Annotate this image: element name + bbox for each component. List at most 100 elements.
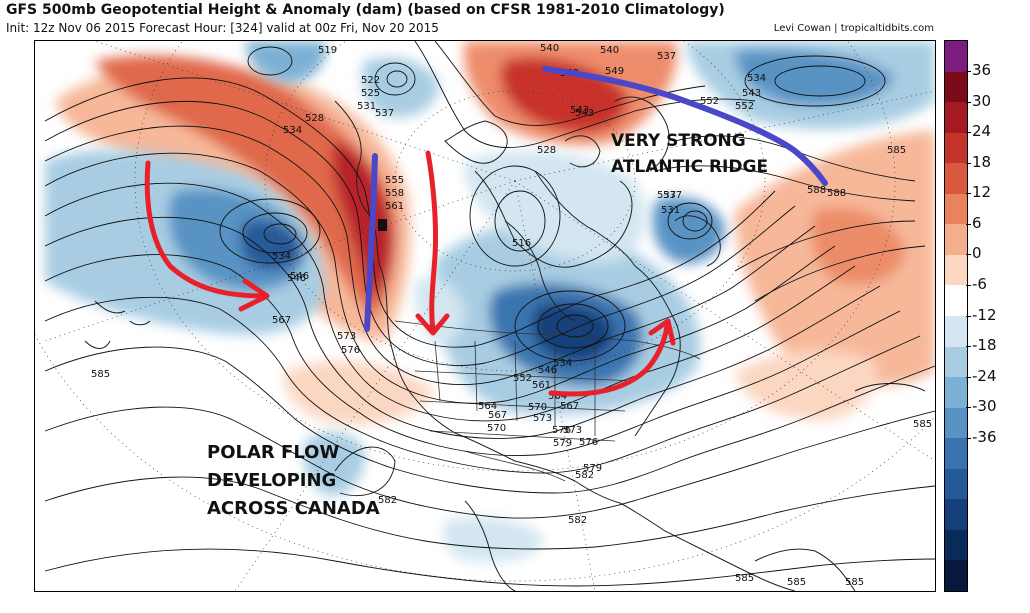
colorbar-tick-label: -18 [972,336,997,355]
contour-label: 555 [385,175,404,186]
map-title: GFS 500mb Geopotential Height & Anomaly … [6,2,725,18]
colorbar-segment [945,163,967,195]
contour-label: 558 [385,188,404,199]
anomaly-colorbar [944,40,968,592]
contour-label: 549 [605,66,624,77]
contour-label: 570 [528,402,547,413]
colorbar-segment [945,407,967,439]
cold-anomaly-pacific-deep [240,220,303,271]
colorbar-segment [945,468,967,500]
colorbar-tick [966,346,971,348]
atlantic-ridge-line-2: ATLANTIC RIDGE [611,157,769,177]
contour-label: 537 [657,51,676,62]
contour-label: 576 [552,425,571,436]
contour-label: 585 [887,145,906,156]
contour-label: 543 [575,108,594,119]
flow-arrow-east-head [648,318,676,346]
colorbar-segment [945,102,967,134]
contour-label: 576 [341,345,360,356]
contour-label: 564 [478,401,497,412]
height-anomaly-map: 519 522 525 528 531 534 537 540 543 546 549 552 555 5… [34,40,936,592]
colorbar-tick [966,162,971,164]
contour-label: 522 [361,75,380,86]
map-svg: 519 522 525 528 531 534 537 540 543 546 549 552 555 5… [35,41,935,591]
contour-label: 567 [272,315,291,326]
colorbar-tick-label: 18 [972,152,992,171]
contour-label: 552 [700,96,719,107]
contour-label: 579 [553,438,572,449]
colorbar-segment [945,193,967,225]
warm-anomaly-west-core [95,55,397,322]
colorbar-segment [945,132,967,164]
contour-label: 534 [283,125,302,136]
contour-label: 588 [827,188,846,199]
flow-arrow-east [548,323,670,397]
annotation-lines [144,66,828,397]
contour-label: 537 [663,190,682,201]
contour-label: 534 [747,73,766,84]
colorbar-tick [966,376,971,378]
contour-label: 519 [318,45,337,56]
contour-label: 573 [533,413,552,424]
colorbar-tick-label: 6 [972,213,982,232]
contour-label: 567 [560,401,579,412]
colorbar-segment [945,41,967,73]
warm-anomaly-atlantic-east [735,350,877,421]
colorbar-tick [966,132,971,134]
warm-anomaly-atlantic-core [811,207,905,285]
contour-label: 531 [357,101,376,112]
contour-label: 588 [807,185,826,196]
colorbar-tick [966,101,971,103]
colorbar-tick [966,437,971,439]
contour-label: 579 [583,463,602,474]
colorbar-segment [945,285,967,317]
contour-label: 528 [305,113,324,124]
colorbar-tick-label: -36 [972,427,997,446]
political-borders [394,320,701,482]
colorbar-tick-label: 0 [972,244,982,263]
colorbar-segment [945,254,967,286]
contour-label: 573 [337,331,356,342]
anomaly-shading-cold [45,41,935,562]
cold-anomaly-gulf [443,517,545,562]
flow-arrow-west-head [415,313,450,336]
flow-arrow-pacific-head [238,278,270,312]
polar-flow-line-3: ACROSS CANADA [207,498,380,519]
colorbar-segment [945,316,967,348]
contour-label: 528 [537,145,556,156]
contour-label: 537 [375,108,394,119]
colorbar-tick-label: 30 [972,91,992,110]
map-credit: Levi Cowan | tropicaltidbits.com [773,23,934,34]
contour-label: 567 [488,410,507,421]
polar-flow-line-1: POLAR FLOW [207,442,340,463]
contour-label: 546 [290,271,309,282]
contour-label: 585 [787,577,806,588]
contour-label: 552 [513,373,532,384]
colorbar-segment [945,377,967,409]
cold-anomaly-subtropic [303,432,366,496]
contour-label: 585 [91,369,110,380]
contour-label: 516 [512,238,531,249]
colorbar-segment [945,438,967,470]
contour-label: 525 [361,88,380,99]
contour-label: 537 [657,190,676,201]
contour-label: 576 [579,437,598,448]
colorbar-tick [966,407,971,409]
colorbar-segment [945,529,967,561]
trough-axis-line-west [364,153,378,332]
cold-anomaly-arctic-mid [361,57,440,118]
colorbar-tick-label: -24 [972,366,997,385]
warm-anomaly-west-deep [332,141,394,301]
contour-label: 540 [600,45,619,56]
atlantic-ridge-annotation: VERY STRONG ATLANTIC RIDGE [611,128,768,180]
colorbar-tick [966,254,971,256]
contour-label: 534 [553,358,572,369]
lat-lon-grid [35,41,935,591]
cold-anomaly-labrador [652,197,725,264]
atlantic-ridge-line-1: VERY STRONG [611,131,746,151]
contour-label: 546 [538,365,557,376]
contour-label: 543 [742,88,761,99]
colorbar-tick [966,71,971,73]
cold-anomaly-arctic-east-core [735,49,895,106]
colorbar-segment [945,499,967,531]
